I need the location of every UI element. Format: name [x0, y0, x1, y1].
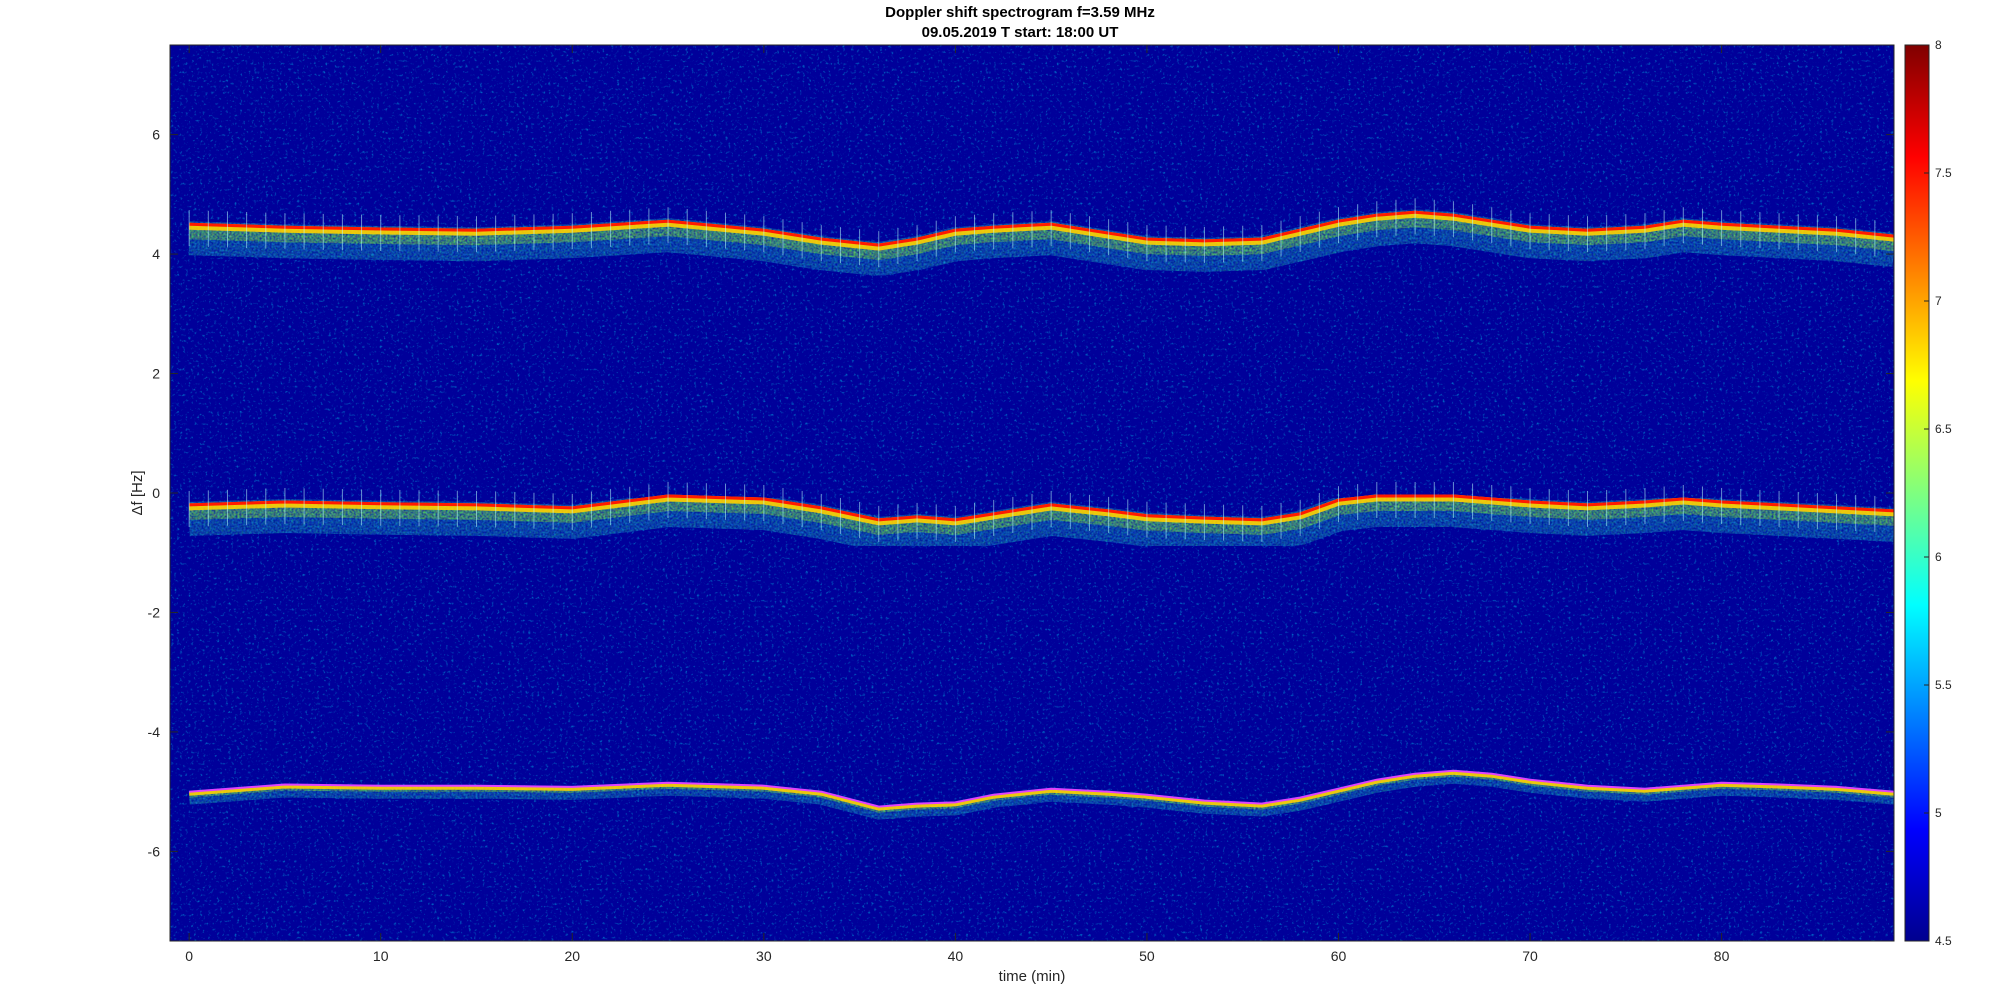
x-tick-label: 10: [373, 948, 389, 964]
colorbar-tick-label: 6: [1935, 550, 1942, 564]
x-tick-label: 40: [948, 948, 964, 964]
x-axis-label: time (min): [999, 968, 1066, 985]
band-core: [189, 770, 1894, 811]
x-tick-label: 50: [1139, 948, 1155, 964]
x-tick-label: 80: [1714, 948, 1730, 964]
y-tick-label: 0: [152, 485, 160, 501]
x-tick-label: 60: [1331, 948, 1347, 964]
colorbar-tick-label: 4.5: [1935, 934, 1952, 948]
colorbar-tick-label: 5: [1935, 806, 1942, 820]
y-tick-label: -6: [148, 843, 161, 859]
y-axis-label: Δf [Hz]: [129, 470, 146, 515]
colorbar-tick-label: 6.5: [1935, 422, 1952, 436]
colorbar-tick-label: 5.5: [1935, 678, 1952, 692]
colorbar-tick-label: 8: [1935, 38, 1942, 52]
x-tick-label: 70: [1522, 948, 1538, 964]
noise-speckle: [170, 45, 1894, 941]
x-tick-label: 20: [564, 948, 580, 964]
y-tick-label: 6: [152, 127, 160, 143]
chart-title: Doppler shift spectrogram f=3.59 MHz: [885, 4, 1155, 21]
colorbar-tick-label: 7: [1935, 294, 1942, 308]
y-tick-label: -2: [148, 604, 161, 620]
spectrogram-area: [170, 45, 1894, 941]
x-tick-label: 30: [756, 948, 772, 964]
y-tick-label: 2: [152, 366, 160, 382]
colorbar-tick-label: 7.5: [1935, 166, 1952, 180]
band-ridge-line: [189, 769, 1894, 808]
x-tick-label: 0: [185, 948, 193, 964]
chart-subtitle: 09.05.2019 T start: 18:00 UT: [921, 24, 1119, 41]
colorbar: [1904, 44, 1930, 942]
y-tick-label: 4: [152, 246, 160, 262]
y-tick-label: -4: [148, 724, 161, 740]
